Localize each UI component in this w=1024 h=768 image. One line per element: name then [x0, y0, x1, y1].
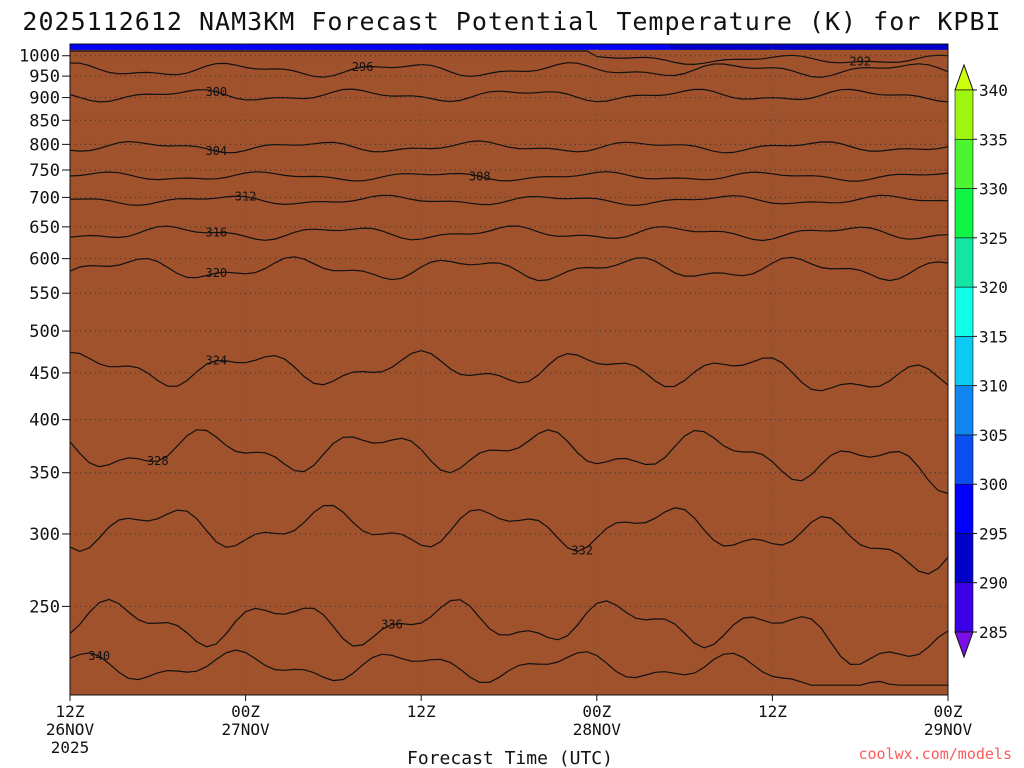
- y-tick-label: 800: [29, 135, 60, 155]
- y-tick-label: 250: [29, 597, 60, 617]
- colorbar-label: 310: [979, 377, 1008, 396]
- colorbar-label: 315: [979, 327, 1008, 346]
- colorbar-label: 320: [979, 278, 1008, 297]
- colorbar-bin: [954, 336, 974, 386]
- x-tick-label: 2025: [51, 738, 90, 757]
- contour-324: [69, 350, 949, 392]
- x-tick-label: 00Z: [582, 702, 611, 721]
- y-tick-label: 350: [29, 464, 60, 484]
- contour-label-304: 304: [205, 144, 227, 158]
- colorbar-bin: [954, 286, 974, 337]
- contour-332: [69, 504, 949, 575]
- colorbar-label: 335: [979, 130, 1008, 149]
- colorbar: 285 290 295 300 305 310 315 320 325 330 335 340: [954, 63, 1008, 659]
- contour-label-312: 312: [235, 190, 257, 204]
- contour-label-316: 316: [205, 226, 227, 240]
- colorbar-bin: [954, 434, 974, 485]
- contour-label-296: 296: [352, 60, 374, 74]
- contour-label-336: 336: [381, 617, 403, 631]
- plot-frame: [69, 43, 949, 696]
- contour-328: [69, 429, 949, 495]
- contour-lines: 292 296 300 304 308 312 316 320 324 328 332 336 340: [69, 50, 949, 686]
- x-tick-label: 00Z: [231, 702, 260, 721]
- y-tick-label: 700: [29, 188, 60, 208]
- y-tick-label: 400: [29, 411, 60, 431]
- x-tick-label: 12Z: [758, 702, 787, 721]
- y-tick-label: 850: [29, 111, 60, 131]
- colorbar-bin: [954, 483, 974, 534]
- contour-340: [69, 649, 948, 686]
- colorbar-extend-bottom: [954, 631, 974, 659]
- y-tick-label: 900: [29, 89, 60, 109]
- colorbar-label: 325: [979, 229, 1008, 248]
- contour-label-324: 324: [205, 353, 227, 367]
- y-tick-label: 450: [29, 364, 60, 384]
- colorbar-label: 330: [979, 180, 1008, 199]
- y-axis: 2503003504004505005506006507007508008509…: [19, 47, 70, 617]
- y-tick-label: 550: [29, 284, 60, 304]
- colorbar-bin: [954, 89, 974, 140]
- colorbar-label: 340: [979, 81, 1008, 100]
- y-tick-label: 500: [29, 322, 60, 342]
- contour-308: [69, 171, 949, 182]
- colorbar-bin: [954, 237, 974, 288]
- y-tick-label: 750: [29, 161, 60, 181]
- ground-strip: [70, 49, 948, 696]
- contour-label-328: 328: [147, 454, 169, 468]
- contour-label-332: 332: [571, 543, 593, 557]
- contour-label-340: 340: [88, 649, 110, 663]
- x-axis-label: Forecast Time (UTC): [407, 748, 613, 768]
- contour-304: [69, 140, 949, 154]
- y-tick-label: 950: [29, 67, 60, 87]
- x-tick-label: 12Z: [56, 702, 85, 721]
- colorbar-label: 300: [979, 475, 1008, 494]
- colorbar-label: 290: [979, 574, 1008, 593]
- colorbar-bin: [954, 533, 974, 584]
- contour-label-320: 320: [205, 266, 227, 280]
- y-tick-label: 650: [29, 218, 60, 238]
- contour-292: [70, 50, 949, 66]
- contour-296: [69, 62, 949, 78]
- contour-336: [69, 598, 949, 666]
- x-tick-label: 26NOV: [46, 720, 95, 739]
- colorbar-bin: [954, 138, 974, 189]
- plot-area: 292 296 300 304 308 312 316 320 324 328 332 336 340: [69, 43, 949, 696]
- x-tick-label: 29NOV: [924, 720, 973, 739]
- colorbar-extend-top: [954, 63, 974, 91]
- contour-label-292: 292: [849, 54, 871, 68]
- colorbar-bin: [954, 582, 974, 633]
- contour-label-308: 308: [469, 169, 491, 183]
- y-tick-label: 600: [29, 250, 60, 270]
- colorbar-bin: [954, 188, 974, 239]
- credit-text: coolwx.com/models: [858, 745, 1012, 763]
- x-tick-label: 12Z: [407, 702, 436, 721]
- contour-320: [69, 256, 949, 282]
- colorbar-label: 295: [979, 524, 1008, 543]
- colorbar-label: 305: [979, 426, 1008, 445]
- x-tick-label: 00Z: [934, 702, 963, 721]
- chart-title: 2025112612 NAM3KM Forecast Potential Tem…: [22, 7, 1001, 36]
- contour-label-300: 300: [205, 85, 227, 99]
- colorbar-label: 285: [979, 623, 1008, 642]
- x-tick-label: 28NOV: [573, 720, 622, 739]
- x-tick-label: 27NOV: [222, 720, 271, 739]
- y-tick-label: 300: [29, 525, 60, 545]
- colorbar-bin: [954, 385, 974, 436]
- contour-312: [69, 194, 949, 207]
- contour-316: [69, 225, 949, 242]
- contour-300: [69, 88, 949, 103]
- y-tick-label: 1000: [19, 47, 60, 67]
